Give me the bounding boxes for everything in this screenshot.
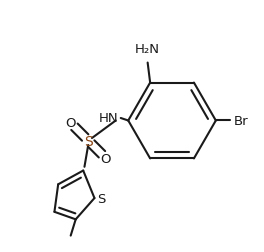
Text: S: S [84,134,93,148]
Text: O: O [65,117,76,130]
Text: S: S [97,192,106,205]
Text: Br: Br [233,115,248,128]
Text: O: O [101,152,111,165]
Text: HN: HN [99,112,118,125]
Text: H₂N: H₂N [135,43,160,56]
